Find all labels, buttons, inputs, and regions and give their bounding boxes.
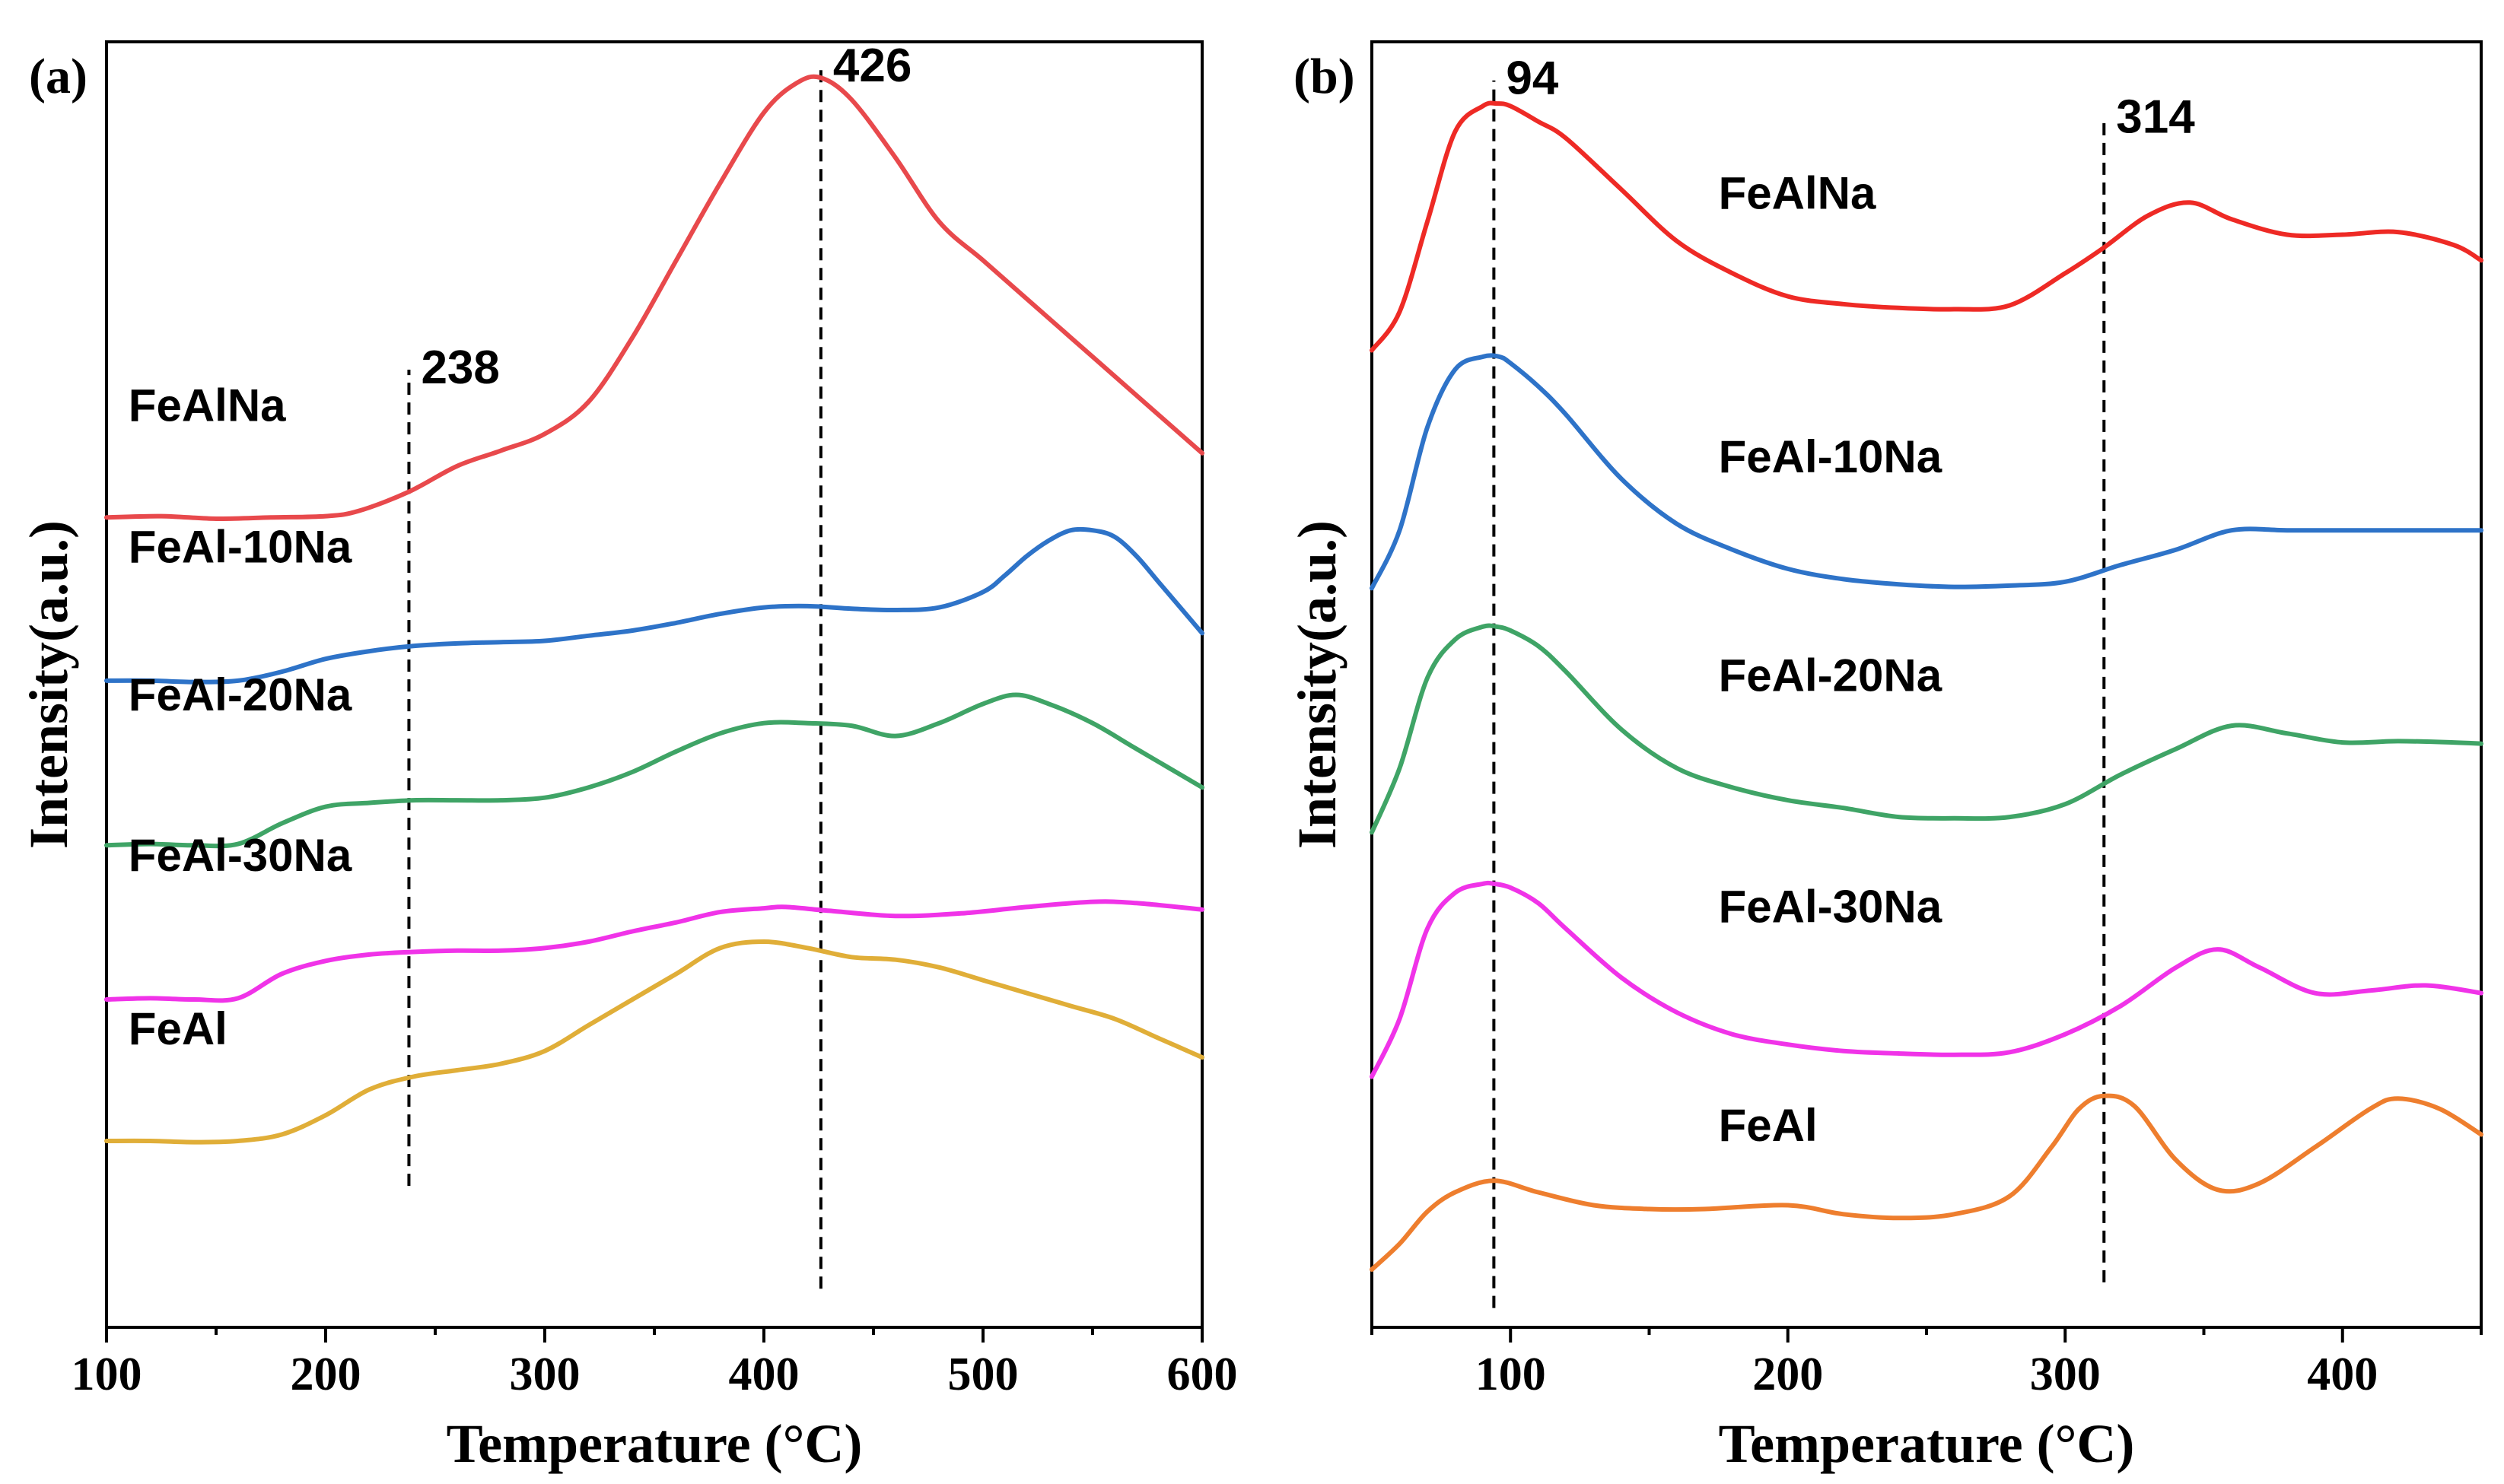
panel-a-reference-lines: 238 426 [407,40,912,1289]
panel-b-reference-lines: 94 314 [1492,52,2195,1308]
panel-b-tick-label: 300 [2030,1349,2101,1400]
panel-a-series-feal-20na [104,692,1204,849]
panel-b-y-axis-title: Intensity(a.u.) [1287,520,1347,849]
panel-a-tick-label: 300 [510,1349,581,1400]
panel-a-tick-label: 400 [729,1349,800,1400]
panel-b-series [1370,100,2483,1272]
panel-b-label-feal-30na: FeAl-30Na [1719,882,1942,933]
panel-b-x-axis-title: Temperature (°C) [1719,1413,2135,1474]
panel-a-series-fealna [104,74,1204,522]
panel-a-series-feal-10na [104,526,1204,685]
panel-a: 100 200 300 400 500 600 238 426 FeAlNa FeAl-10N… [18,40,1238,1474]
panel-b-series-feal-30na [1370,880,2483,1079]
panel-b-label-fealna: FeAlNa [1719,168,1876,219]
panel-a-tick-label: 500 [948,1349,1019,1400]
panel-b-annotation-314: 314 [2116,91,2195,143]
panel-a-label: (a) [29,49,87,104]
panel-b-tick-label: 200 [1752,1349,1823,1400]
panel-a-x-axis-title: Temperature (°C) [447,1413,863,1474]
panel-b-x-ticks: 100 200 300 400 [1370,1327,2483,1400]
panel-b-series-labels: FeAlNa FeAl-10Na FeAl-20Na FeAl-30Na FeAl [1719,168,1942,1151]
panel-a-series-feal [104,939,1204,1145]
panel-b-tick-label: 100 [1475,1349,1546,1400]
panel-a-annotation-238: 238 [421,342,499,394]
panel-b-tick-label: 400 [2307,1349,2378,1400]
panel-b-label: (b) [1293,49,1355,104]
panel-a-y-axis-title: Intensity(a.u.) [18,520,79,849]
panel-b-series-feal-20na [1370,623,2483,835]
panel-a-series-feal-30na [104,899,1204,1003]
panel-b: 100 200 300 400 94 314 FeAlNa FeAl-10Na FeAl-2… [1287,40,2483,1474]
panel-b-series-fealna [1370,100,2483,353]
panel-b-label-feal-20na: FeAl-20Na [1719,650,1942,701]
panel-a-tick-label: 100 [72,1349,142,1400]
panel-a-annotation-426: 426 [833,40,912,92]
panel-a-x-ticks: 100 200 300 400 500 600 [72,1327,1238,1400]
panel-a-series [104,74,1204,1145]
panel-b-series-feal [1370,1093,2483,1272]
panel-a-tick-label: 200 [291,1349,361,1400]
panel-a-label-feal-20na: FeAl-20Na [129,669,352,720]
panel-b-annotation-94: 94 [1506,52,1558,105]
panel-a-label-feal: FeAl [129,1003,227,1054]
panel-a-label-feal-10na: FeAl-10Na [129,521,352,572]
panel-a-label-fealna: FeAlNa [129,380,286,431]
panel-b-label-feal: FeAl [1719,1100,1818,1151]
panel-a-label-feal-30na: FeAl-30Na [129,830,352,881]
panel-a-series-labels: FeAlNa FeAl-10Na FeAl-20Na FeAl-30Na FeAl [129,380,352,1055]
panel-b-series-feal-10na [1370,353,2483,591]
panel-a-tick-label: 600 [1167,1349,1238,1400]
panel-b-label-feal-10na: FeAl-10Na [1719,431,1942,482]
